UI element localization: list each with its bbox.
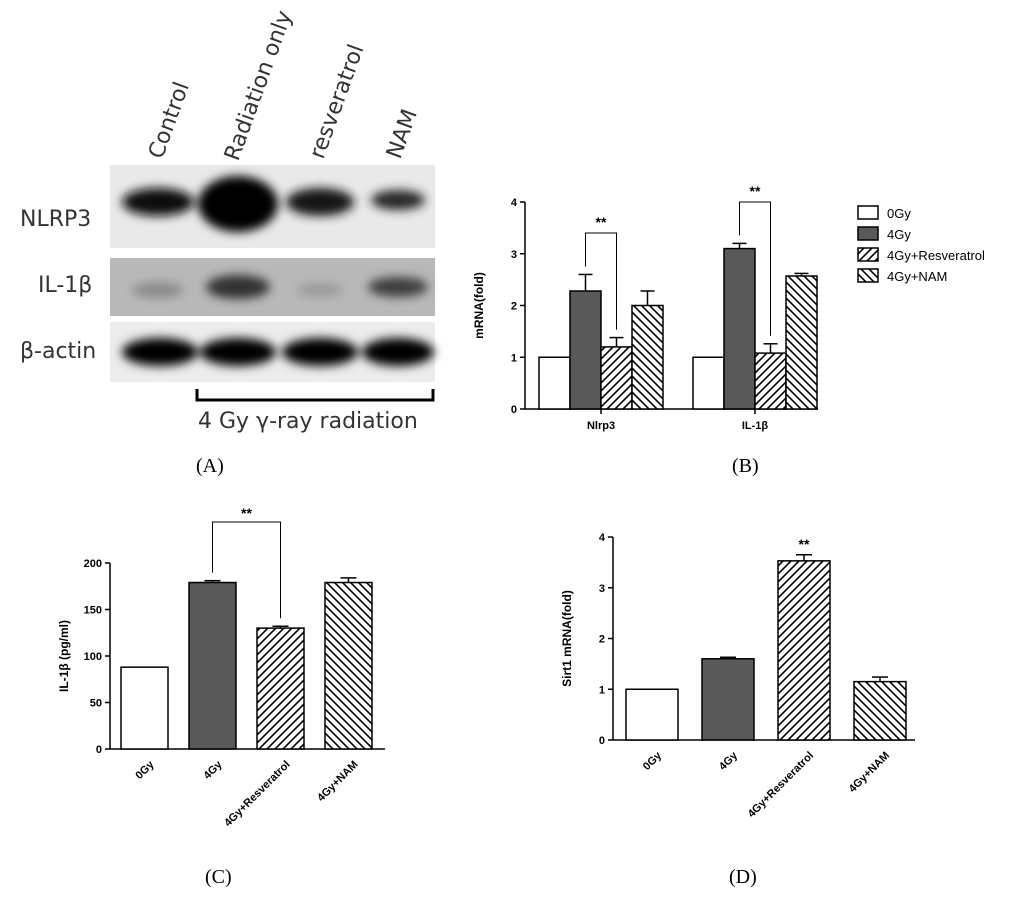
y-tick-label: 3 xyxy=(511,249,517,261)
y-tick-label: 4 xyxy=(599,532,606,544)
chart-mrna-fold: 0 1 2 3 4 mRNA(fold) Nlrp3 IL-1β ** ** 0Gy 4Gy 4Gy+R… xyxy=(472,183,985,432)
band-nlrp3-radiation xyxy=(198,176,278,232)
legend-swatch-4gy xyxy=(857,226,879,241)
y-tick-label: 1 xyxy=(511,352,517,364)
significance-marker: ** xyxy=(750,183,761,199)
legend-label-4gy: 4Gy xyxy=(887,227,911,242)
lane-label-radiation-only: Radiation only xyxy=(220,7,297,164)
row-label-nlrp3: NLRP3 xyxy=(20,207,91,232)
x-tick-label: 4Gy+NAM xyxy=(315,759,360,804)
band-il1b-resveratrol xyxy=(296,283,344,297)
band-il1b-radiation xyxy=(206,275,270,299)
bar-4gy-resveratrol xyxy=(256,627,305,750)
y-tick-label: 2 xyxy=(511,301,517,313)
y-tick-label: 1 xyxy=(599,684,605,696)
bar-4gy-nam xyxy=(853,680,907,741)
y-axis-label: mRNA(fold) xyxy=(472,272,486,339)
panel-label-b: (B) xyxy=(732,455,759,477)
x-tick-label: IL-1β xyxy=(742,420,769,432)
x-tick-label: Nlrp3 xyxy=(587,420,615,432)
band-il1b-control xyxy=(132,282,184,298)
row-label-beta-actin: β-actin xyxy=(20,339,96,364)
bar-4gy-resveratrol xyxy=(777,560,831,741)
il1b-bands xyxy=(132,275,428,299)
chart-il1b-elisa: 0 50 100 150 200 IL-1β (pg/ml) 0Gy 4Gy4Gy+Resve… xyxy=(57,505,385,829)
bar-4gy xyxy=(188,581,237,750)
nlrp3-bands xyxy=(122,176,425,232)
radiation-label: 4 Gy γ-ray radiation xyxy=(198,409,418,434)
row-label-il1b: IL-1β xyxy=(38,273,92,298)
band-actin-resveratrol xyxy=(282,338,358,366)
y-tick-label: 150 xyxy=(84,605,102,617)
x-tick-label: 4Gy xyxy=(201,758,225,782)
y-tick-label: 0 xyxy=(96,744,102,756)
band-actin-radiation xyxy=(200,338,276,366)
y-tick-label: 100 xyxy=(84,651,102,663)
significance-marker: ** xyxy=(241,505,252,521)
panel-label-a: (A) xyxy=(196,455,224,477)
panel-label-c: (C) xyxy=(205,866,232,888)
bar-4gy xyxy=(701,658,755,741)
lane-label-nam: NAM xyxy=(382,106,423,162)
significance-bracket xyxy=(212,521,281,619)
band-actin-control xyxy=(122,338,198,366)
band-nlrp3-resveratrol xyxy=(286,188,354,216)
y-tick-label: 2 xyxy=(599,634,605,646)
significance-bracket xyxy=(585,232,617,330)
x-tick-label: 4Gy+NAM xyxy=(847,750,892,795)
bar-nlrp3-4gy-resveratrol xyxy=(600,346,633,410)
band-actin-nam xyxy=(362,338,434,366)
chart-sirt1-mrna: 0 1 2 3 4 Sirt1 mRNA(fold) 0Gy 4Gy 4Gy+Resveratr… xyxy=(560,532,915,820)
y-tick-label: 0 xyxy=(511,404,517,416)
bar-nlrp3-4gy-nam xyxy=(631,304,664,410)
bar-nlrp3-0gy xyxy=(538,356,571,410)
band-il1b-nam xyxy=(368,277,428,297)
legend-label-4gy-resveratrol: 4Gy+Resveratrol xyxy=(887,248,985,263)
band-nlrp3-control xyxy=(122,188,194,216)
legend-swatch-4gy-nam xyxy=(857,268,879,283)
bar-il-1-0gy xyxy=(692,356,725,410)
y-axis-label: Sirt1 mRNA(fold) xyxy=(560,590,574,687)
y-tick-label: 200 xyxy=(84,558,102,570)
y-tick-label: 3 xyxy=(599,583,605,595)
radiation-bracket xyxy=(195,389,435,402)
significance-marker: ** xyxy=(596,214,607,230)
x-tick-label: 4Gy xyxy=(717,749,741,773)
y-tick-label: 50 xyxy=(90,698,102,710)
x-tick-label: 4Gy+Resveratrol xyxy=(222,759,293,830)
bar-il-1-4gy-nam xyxy=(785,275,818,410)
y-tick-label: 0 xyxy=(599,735,605,747)
lane-label-control: Control xyxy=(144,79,195,162)
legend-label-4gy-nam: 4Gy+NAM xyxy=(887,269,947,284)
bar-4gy-nam xyxy=(324,581,373,750)
significance-bracket xyxy=(739,201,771,336)
lane-label-resveratrol: resveratrol xyxy=(305,41,369,162)
beta-actin-bands xyxy=(122,338,434,366)
significance-marker: ** xyxy=(799,536,810,552)
panel-label-d: (D) xyxy=(729,866,757,888)
western-blot: Control Radiation only resveratrol NAM N… xyxy=(20,7,435,434)
x-tick-label: 0Gy xyxy=(641,749,665,773)
bar-0gy xyxy=(120,666,169,750)
x-tick-label: 4Gy+Resveratrol xyxy=(746,750,817,821)
bar-il-1-4gy xyxy=(723,247,756,410)
y-axis-label: IL-1β (pg/ml) xyxy=(57,620,71,692)
legend-swatch-4gy-resveratrol xyxy=(857,247,879,262)
bar-nlrp3-4gy xyxy=(569,290,602,410)
legend-swatch-0gy xyxy=(857,205,879,220)
legend-label-0gy: 0Gy xyxy=(887,206,911,221)
band-nlrp3-nam xyxy=(371,190,425,210)
x-tick-label: 0Gy xyxy=(133,758,157,782)
bar-0gy xyxy=(625,688,679,741)
bar-il-1-4gy-resveratrol xyxy=(754,352,787,410)
y-tick-label: 4 xyxy=(511,197,518,209)
